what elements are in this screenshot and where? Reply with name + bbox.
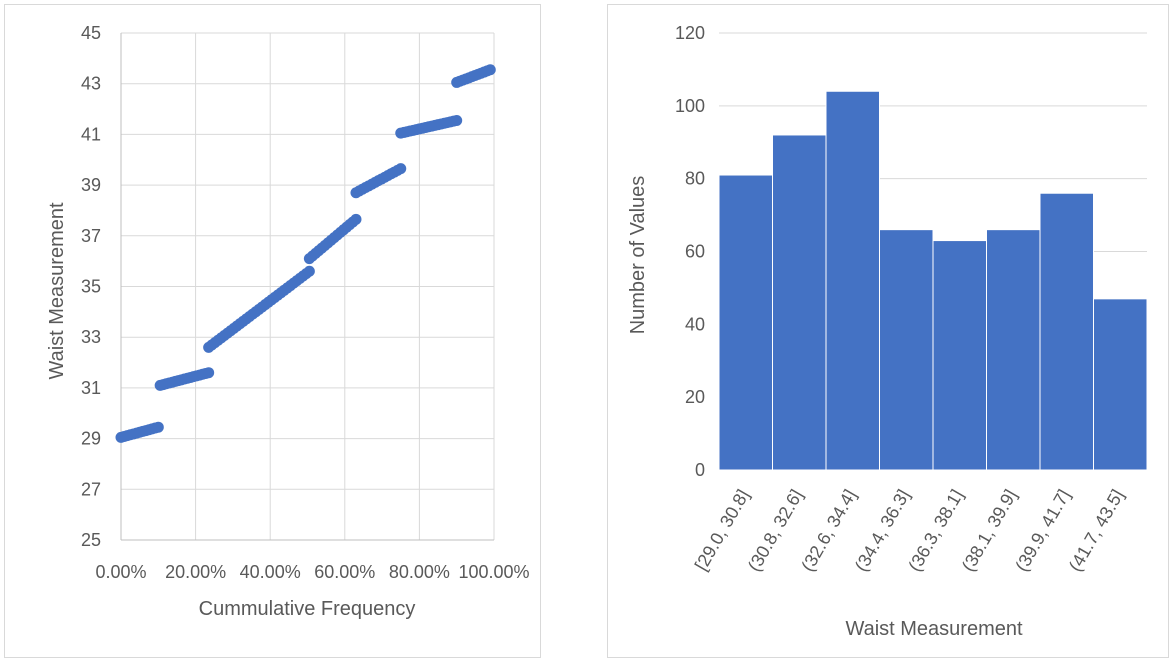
- histogram-y-axis-title: Number of Values: [627, 176, 649, 335]
- histogram-x-tick-label: (34.4, 36.3]: [851, 486, 914, 575]
- scatter-chart-panel: 25 27 29 31 33 35 37 39 41 43 45 0.00% 20.00% 40.00%…: [4, 4, 541, 658]
- histogram-y-tick-label: 100: [675, 96, 705, 116]
- histogram-y-tick-label: 60: [685, 242, 705, 262]
- scatter-y-tick-labels: 25 27 29 31 33 35 37 39 41 43 45: [81, 23, 101, 550]
- scatter-points: [115, 64, 496, 443]
- scatter-y-tick-label: 41: [81, 124, 101, 144]
- histogram-y-tick-label: 20: [685, 387, 705, 407]
- histogram-chart: 0 20 40 60 80 100 120 [29.0, 30.8](30.8, 32.6]…: [627, 23, 1148, 640]
- scatter-point: [484, 64, 496, 76]
- histogram-x-tick-label: (32.6, 34.4]: [797, 486, 860, 575]
- histogram-bar: [879, 229, 934, 471]
- scatter-point: [152, 421, 164, 433]
- scatter-point: [303, 265, 315, 277]
- scatter-y-tick-label: 31: [81, 378, 101, 398]
- scatter-x-tick-label: 60.00%: [314, 562, 375, 582]
- scatter-point: [395, 163, 407, 175]
- scatter-gridlines: [120, 32, 495, 541]
- scatter-y-tick-label: 37: [81, 226, 101, 246]
- histogram-x-axis-title: Waist Measurement: [845, 618, 1023, 640]
- histogram-bar: [1093, 298, 1148, 471]
- scatter-x-tick-label: 40.00%: [240, 562, 301, 582]
- histogram-bar: [718, 174, 773, 471]
- scatter-y-tick-label: 35: [81, 277, 101, 297]
- histogram-x-tick-label: (30.8, 32.6]: [744, 486, 807, 575]
- scatter-x-axis-title: Cummulative Frequency: [199, 598, 416, 620]
- scatter-point: [203, 367, 215, 379]
- histogram-y-tick-label: 40: [685, 314, 705, 334]
- histogram-bars: [718, 90, 1148, 471]
- histogram-x-tick-label: (38.1, 39.9]: [958, 486, 1021, 575]
- histogram-y-tick-labels: 0 20 40 60 80 100 120: [675, 23, 705, 480]
- scatter-y-tick-label: 27: [81, 479, 101, 499]
- scatter-x-tick-labels: 0.00% 20.00% 40.00% 60.00% 80.00% 100.00%: [95, 562, 529, 582]
- scatter-point: [451, 114, 463, 126]
- scatter-y-tick-label: 29: [81, 429, 101, 449]
- histogram-chart-panel: 0 20 40 60 80 100 120 [29.0, 30.8] (30.8, 32.6]…: [607, 4, 1169, 658]
- scatter-axes: [120, 33, 494, 541]
- scatter-x-tick-label: 0.00%: [95, 562, 146, 582]
- scatter-x-tick-label: 20.00%: [165, 562, 226, 582]
- scatter-y-tick-label: 25: [81, 530, 101, 550]
- histogram-y-tick-label: 80: [685, 169, 705, 189]
- scatter-y-tick-label: 43: [81, 74, 101, 94]
- histogram-y-tick-label: 120: [675, 23, 705, 43]
- scatter-point: [350, 213, 362, 225]
- histogram-bar: [932, 240, 987, 471]
- scatter-x-tick-label: 100.00%: [458, 562, 529, 582]
- scatter-y-tick-label: 39: [81, 175, 101, 195]
- histogram-x-tick-label: [29.0, 30.8]: [691, 486, 753, 574]
- histogram-bar: [772, 134, 827, 471]
- scatter-chart: 25 27 29 31 33 35 37 39 41 43 45 0.00% 20.00% 40.00%…: [46, 23, 530, 620]
- histogram-bar: [825, 90, 880, 471]
- histogram-x-tick-labels: [29.0, 30.8](30.8, 32.6](32.6, 34.4](34.…: [691, 486, 1128, 575]
- histogram-x-tick-label: (36.3, 38.1]: [904, 486, 967, 575]
- histogram-bar: [1039, 192, 1094, 471]
- scatter-y-tick-label: 45: [81, 23, 101, 43]
- scatter-y-axis-title: Waist Measurement: [46, 202, 68, 380]
- scatter-x-tick-label: 80.00%: [389, 562, 450, 582]
- scatter-y-tick-label: 33: [81, 327, 101, 347]
- histogram-y-tick-label: 0: [695, 460, 705, 480]
- histogram-x-tick-label: (39.9, 41.7]: [1011, 486, 1074, 575]
- histogram-bar: [986, 229, 1041, 471]
- histogram-x-tick-label: (41.7, 43.5]: [1065, 486, 1128, 575]
